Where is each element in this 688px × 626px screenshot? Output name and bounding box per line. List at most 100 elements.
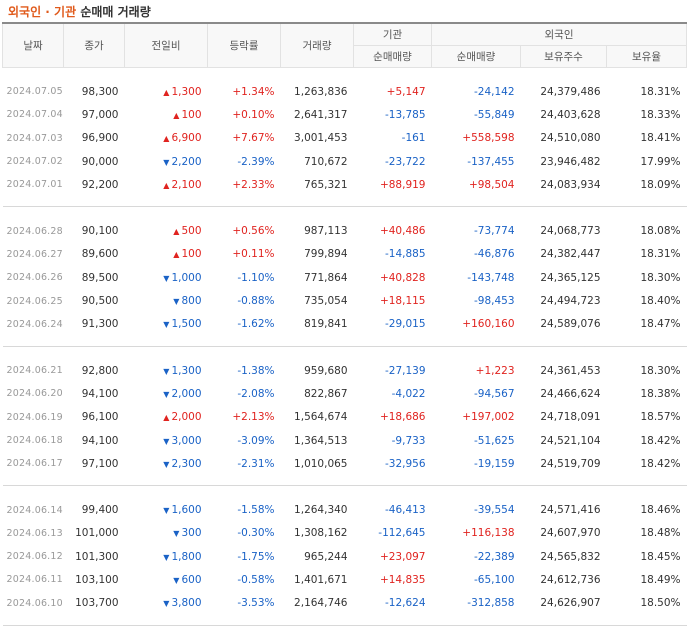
cell-foreign-net: -94,567: [473, 387, 515, 400]
cell-inst-net: -23,722: [384, 155, 426, 168]
cell-date: 2024.06.10: [6, 597, 63, 609]
cell-change: ▲ 2,100: [125, 173, 208, 196]
cell-close: 94,100: [81, 434, 119, 447]
section-title: 외국인 · 기관 순매매 거래량: [8, 3, 151, 20]
cell-change: ▼ 300: [125, 522, 208, 545]
table-row: 2024.07.04 97,000 ▲ 100 +0.10% 2,641,317 -13,7…: [3, 103, 687, 126]
cell-close: 91,300: [81, 318, 119, 331]
header-change: 전일비: [124, 22, 208, 68]
down-arrow-icon: ▼: [163, 506, 170, 516]
cell-close: 90,100: [81, 225, 119, 238]
cell-close: 101,300: [75, 550, 119, 563]
cell-close: 97,100: [81, 457, 119, 470]
up-arrow-icon: ▲: [173, 110, 180, 120]
cell-inst-net: +23,097: [379, 550, 426, 563]
cell-date: 2024.07.05: [6, 86, 63, 98]
table-row: 2024.07.02 90,000 ▼ 2,200 -2.39% 710,672 -23,7…: [3, 150, 687, 173]
table-row: 2024.06.27 89,600 ▲ 100 +0.11% 799,894 -14,885…: [3, 243, 687, 266]
cell-rate: -2.39%: [237, 155, 275, 168]
cell-change: ▼ 800: [125, 289, 208, 312]
down-arrow-icon: ▼: [163, 459, 170, 469]
cell-foreign-net: +116,138: [462, 527, 515, 540]
cell-date: 2024.06.26: [6, 272, 63, 284]
change-value: 3,800: [171, 597, 202, 610]
cell-close: 92,800: [81, 364, 119, 377]
cell-volume: 3,001,453: [294, 132, 348, 145]
cell-rate: -0.30%: [237, 527, 275, 540]
cell-foreign-ratio: 18.30%: [640, 364, 681, 377]
cell-foreign-net: -98,453: [473, 295, 515, 308]
cell-volume: 799,894: [304, 248, 348, 261]
cell-foreign-holdings: 24,565,832: [540, 550, 601, 563]
cell-date: 2024.07.02: [6, 156, 63, 168]
cell-rate: -1.10%: [237, 271, 275, 284]
cell-foreign-holdings: 24,510,080: [540, 132, 601, 145]
cell-volume: 1,401,671: [294, 573, 348, 586]
down-arrow-icon: ▼: [163, 436, 170, 446]
cell-volume: 819,841: [304, 318, 348, 331]
cell-foreign-holdings: 24,519,709: [540, 457, 601, 470]
cell-volume: 2,641,317: [294, 108, 348, 121]
cell-foreign-holdings: 24,466,624: [540, 387, 601, 400]
cell-change: ▼ 3,800: [125, 592, 208, 615]
table-row: 2024.06.11 103,100 ▼ 600 -0.58% 1,401,671 +14,…: [3, 568, 687, 591]
header-foreigner: 외국인: [430, 22, 688, 46]
cell-change: ▼ 600: [125, 568, 208, 591]
cell-change: ▼ 3,000: [125, 429, 208, 452]
cell-volume: 2,164,746: [294, 597, 348, 610]
cell-volume: 735,054: [304, 295, 348, 308]
cell-foreign-ratio: 18.31%: [640, 248, 681, 261]
cell-rate: -2.31%: [237, 457, 275, 470]
cell-inst-net: +40,828: [379, 271, 426, 284]
table-row: 2024.07.05 98,300 ▲ 1,300 +1.34% 1,263,836 +5,…: [3, 80, 687, 103]
cell-foreign-net: -24,142: [473, 85, 515, 98]
table-row: 2024.06.28 90,100 ▲ 500 +0.56% 987,113 +40,486…: [3, 219, 687, 242]
change-value: 6,900: [171, 132, 202, 145]
cell-date: 2024.06.20: [6, 388, 63, 400]
down-arrow-icon: ▼: [163, 552, 170, 562]
cell-date: 2024.06.14: [6, 504, 63, 516]
cell-foreign-holdings: 24,403,628: [540, 108, 601, 121]
cell-foreign-net: -51,625: [473, 434, 515, 447]
cell-inst-net: +88,919: [379, 178, 426, 191]
cell-rate: +0.11%: [232, 248, 275, 261]
table-row: 2024.06.20 94,100 ▼ 2,000 -2.08% 822,867 -4,02…: [3, 382, 687, 405]
cell-foreign-holdings: 24,718,091: [540, 411, 601, 424]
header-institution: 기관: [353, 22, 432, 46]
header-date: 날짜: [2, 22, 64, 68]
change-value: 300: [181, 527, 202, 540]
cell-close: 96,900: [81, 132, 119, 145]
cell-rate: -0.58%: [237, 573, 275, 586]
cell-rate: +2.33%: [232, 178, 275, 191]
cell-rate: -3.53%: [237, 597, 275, 610]
cell-foreign-holdings: 24,365,125: [540, 271, 601, 284]
table-row: 2024.06.18 94,100 ▼ 3,000 -3.09% 1,364,513 -9,…: [3, 429, 687, 452]
cell-foreign-ratio: 18.09%: [640, 178, 681, 191]
cell-rate: +0.56%: [232, 225, 275, 238]
cell-close: 90,500: [81, 295, 119, 308]
header-rate: 등락률: [207, 22, 281, 68]
cell-rate: +1.34%: [232, 85, 275, 98]
cell-date: 2024.06.13: [6, 527, 63, 539]
cell-foreign-holdings: 24,382,447: [540, 248, 601, 261]
change-value: 2,300: [171, 457, 202, 470]
cell-foreign-net: -55,849: [473, 108, 515, 121]
change-value: 1,800: [171, 550, 202, 563]
cell-date: 2024.07.01: [6, 179, 63, 191]
change-value: 1,300: [171, 364, 202, 377]
cell-date: 2024.06.24: [6, 318, 63, 330]
table-row: 2024.06.21 92,800 ▼ 1,300 -1.38% 959,680 -27,1…: [3, 359, 687, 382]
cell-foreign-ratio: 18.57%: [640, 411, 681, 424]
cell-foreign-ratio: 18.40%: [640, 295, 681, 308]
table-body: 2024.07.05 98,300 ▲ 1,300 +1.34% 1,263,836 +5,…: [2, 68, 687, 626]
cell-date: 2024.06.18: [6, 435, 63, 446]
cell-foreign-ratio: 18.47%: [640, 318, 681, 331]
header-foreign-holdings: 보유주수: [520, 45, 607, 68]
cell-foreign-ratio: 18.41%: [640, 132, 681, 145]
cell-foreign-holdings: 24,361,453: [540, 364, 601, 377]
cell-close: 103,100: [75, 573, 119, 586]
cell-foreign-holdings: 24,607,970: [540, 527, 601, 540]
change-value: 1,600: [171, 504, 202, 517]
cell-volume: 710,672: [304, 155, 348, 168]
up-arrow-icon: ▲: [173, 250, 180, 260]
